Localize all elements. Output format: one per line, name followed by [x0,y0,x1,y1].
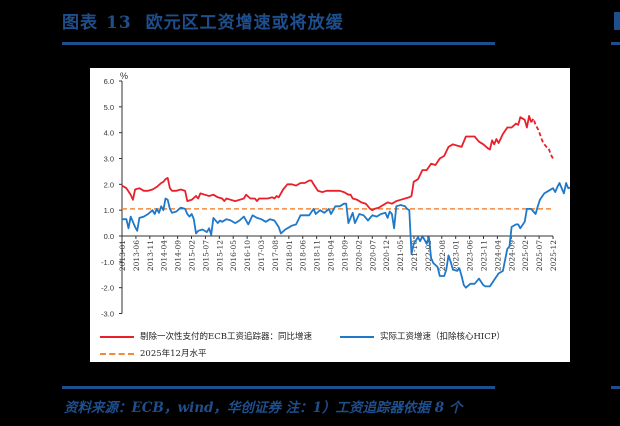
x-tick-label: 2025-12 [549,240,558,271]
real-wage-growth-line [122,182,570,289]
x-tick-label: 2014-09 [174,240,183,271]
y-tick-label: 1.0 [104,206,114,215]
x-tick-label: 2018-06 [299,240,308,271]
x-tick-label: 2022-03 [424,240,433,271]
legend-label-red: 剔除一次性支付的ECB工资追踪器：同比增速 [140,332,312,342]
y-tick-label: 0.0 [104,232,114,241]
ecb-wage-tracker-line [121,115,533,212]
figure-title: 图表 13 欧元区工资增速或将放缓 [62,8,344,33]
x-tick-label: 2023-06 [466,240,475,271]
source-note: 资料来源：ECB，wind，华创证券 注：1）工资追踪器依据 8 个 [64,400,463,416]
legend-label-blue: 实际工资增速（扣除核心HICP） [380,332,505,342]
x-tick-label: 2024-09 [507,240,516,271]
x-tick-label: 2025-07 [535,240,544,271]
x-tick-label: 2017-03 [257,240,266,271]
legend-item-red: 剔除一次性支付的ECB工资追踪器：同比增速 [100,330,312,342]
x-tick-label: 2018-01 [285,240,294,271]
y-tick-label: 2.0 [104,180,114,189]
legend-swatch-solid-blue [340,335,374,338]
legend-label-orange: 2025年12月水平 [140,349,207,359]
x-tick-label: 2015-02 [188,240,197,271]
x-tick-label: 2025-02 [521,240,530,271]
y-tick-label: -1.0 [101,258,114,267]
x-tick-label: 2022-08 [438,240,447,271]
y-tick-label: 6.0 [104,77,114,86]
x-tick-label: 2020-12 [382,240,391,271]
x-tick-label: 2017-08 [271,240,280,271]
x-tick-label: 2013-01 [118,240,127,271]
x-tick-label: 2020-02 [354,240,363,271]
x-tick-label: 2020-07 [368,240,377,271]
line-chart: 6.0 5.0 4.0 3.0 2.0 1.0 0.0 -1.0 -2.0 -3.0% 2013-0… [101,71,570,319]
x-tick-label: 2016-05 [229,240,238,271]
x-tick-label: 2018-11 [313,240,322,271]
figure-title-text: 欧元区工资增速或将放缓 [145,13,344,33]
source-rule [62,386,495,389]
x-tick-label: 2015-12 [215,240,224,271]
x-tick-label: 2014-04 [160,240,169,271]
legend-swatch-dashed-orange [100,352,134,355]
next-column-title-rule [611,42,620,45]
title-rule [62,42,495,45]
x-tick-label: 2024-04 [493,240,502,271]
y-tick-label: -2.0 [101,284,114,293]
y-tick-label: 5.0 [104,103,114,112]
legend-item-blue: 实际工资增速（扣除核心HICP） [340,330,505,342]
y-axis-unit: % [120,71,128,81]
figure-label: 图表 [62,13,98,33]
figure-number: 13 [106,13,132,33]
legend-swatch-solid-red [100,335,134,338]
x-tick-label: 2013-06 [132,240,141,271]
y-tick-label: -3.0 [101,310,114,319]
next-column-title-fragment [614,12,620,30]
next-column-source-rule [611,386,620,389]
x-tick-label: 2023-01 [452,240,461,271]
y-tick-label: 3.0 [104,155,114,164]
legend-item-orange: 2025年12月水平 [100,347,206,359]
x-tick-label: 2019-09 [340,240,349,271]
chart-panel: 6.0 5.0 4.0 3.0 2.0 1.0 0.0 -1.0 -2.0 -3.0% 2013-0… [90,68,570,362]
x-tick-label: 2019-04 [327,240,336,271]
x-tick-label: 2015-07 [201,240,210,271]
x-tick-label: 2021-10 [410,240,419,271]
x-tick-label: 2016-10 [243,240,252,271]
ecb-wage-tracker-forecast-line [530,116,554,159]
x-tick-label: 2013-11 [146,240,155,271]
x-tick-label: 2023-11 [479,240,488,271]
x-tick-label: 2021-05 [396,240,405,271]
y-tick-label: 4.0 [104,129,114,138]
